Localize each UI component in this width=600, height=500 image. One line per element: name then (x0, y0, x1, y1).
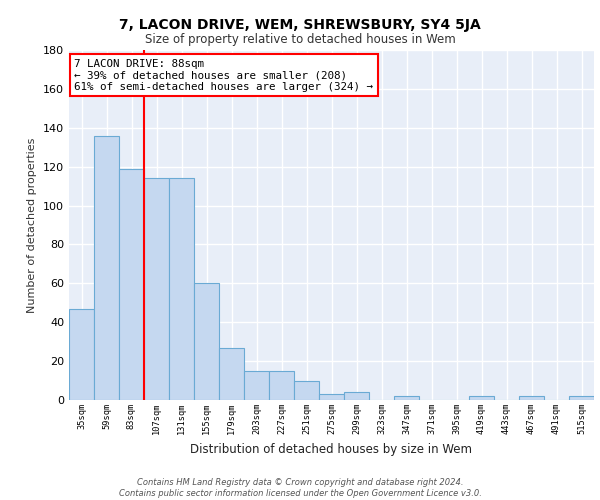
Y-axis label: Number of detached properties: Number of detached properties (28, 138, 37, 312)
Text: Contains HM Land Registry data © Crown copyright and database right 2024.
Contai: Contains HM Land Registry data © Crown c… (119, 478, 481, 498)
Bar (194, 284, 219, 400)
Bar (269, 371, 294, 400)
Bar (569, 396, 594, 400)
Bar (244, 371, 269, 400)
X-axis label: Distribution of detached houses by size in Wem: Distribution of detached houses by size … (191, 442, 473, 456)
Bar (144, 178, 169, 400)
Bar (169, 178, 194, 400)
Text: 7, LACON DRIVE, WEM, SHREWSBURY, SY4 5JA: 7, LACON DRIVE, WEM, SHREWSBURY, SY4 5JA (119, 18, 481, 32)
Bar (319, 394, 344, 400)
Bar (219, 348, 244, 400)
Bar (469, 396, 494, 400)
Bar (94, 136, 119, 400)
Bar (294, 380, 319, 400)
Bar (519, 396, 544, 400)
Text: 7 LACON DRIVE: 88sqm
← 39% of detached houses are smaller (208)
61% of semi-deta: 7 LACON DRIVE: 88sqm ← 39% of detached h… (74, 59, 373, 92)
Bar (394, 396, 419, 400)
Bar (69, 308, 94, 400)
Text: Size of property relative to detached houses in Wem: Size of property relative to detached ho… (145, 32, 455, 46)
Bar (344, 392, 369, 400)
Bar (119, 168, 144, 400)
